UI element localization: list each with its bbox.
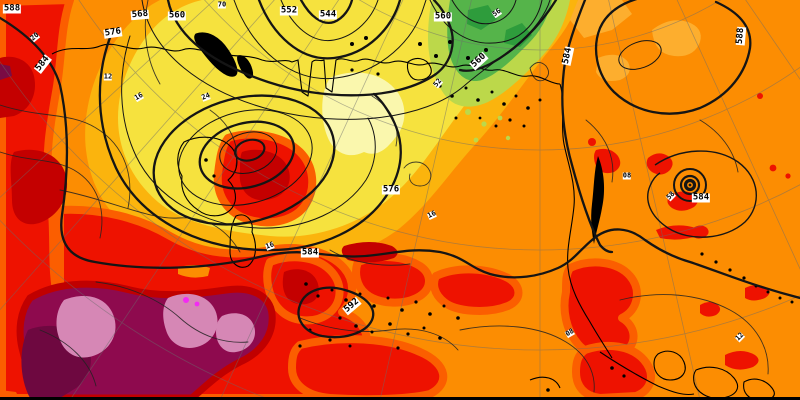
geopotential-contour-label: 588 bbox=[734, 26, 747, 46]
geopotential-contour-label: 576 bbox=[381, 184, 401, 195]
geopotential-contour-label: 568 bbox=[130, 8, 150, 21]
lake-island-speckles bbox=[204, 36, 794, 392]
geopotential-contour-label: 560 bbox=[433, 11, 453, 22]
geopotential-contour-label: 560 bbox=[167, 10, 187, 21]
tropical-cyclone-symbol bbox=[647, 150, 758, 238]
geopotential-contour-label: 584 bbox=[300, 247, 320, 258]
geopotential-contour-label: 588 bbox=[2, 3, 22, 14]
geopotential-contour-label: 544 bbox=[318, 9, 338, 20]
contour-layer bbox=[0, 0, 800, 339]
isobar-label: 12 bbox=[103, 72, 113, 81]
geopotential-contour-label: 552 bbox=[279, 5, 299, 16]
geopotential-contour-label: 584 bbox=[691, 192, 711, 203]
map-frame-edge bbox=[0, 397, 800, 400]
isobar-label: 70 bbox=[217, 0, 227, 9]
isobar-label: 08 bbox=[622, 171, 632, 180]
isobar-layer bbox=[0, 0, 769, 393]
